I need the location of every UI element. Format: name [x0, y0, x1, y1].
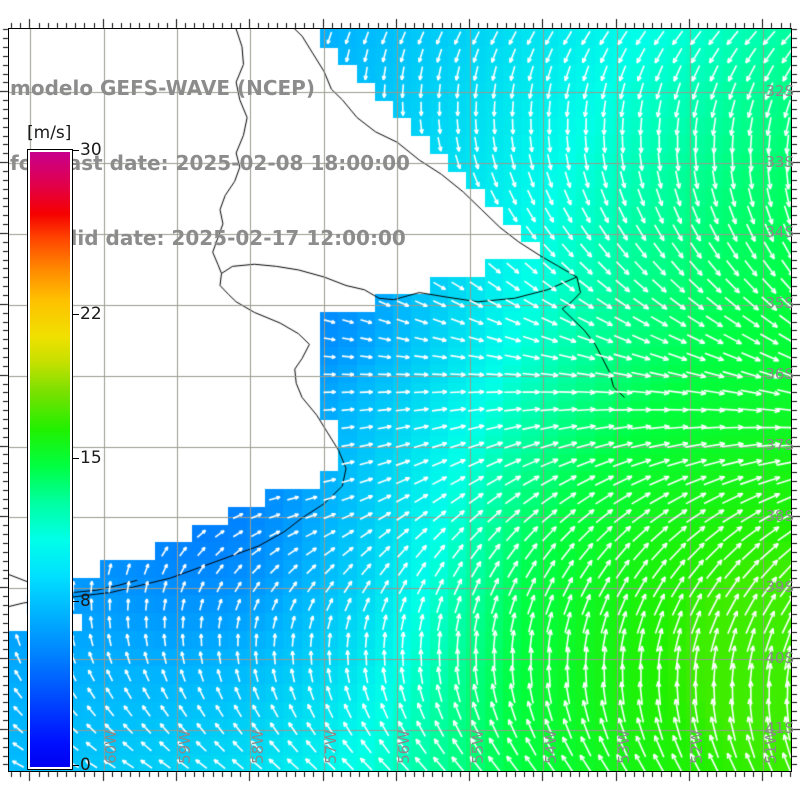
- colorbar-tick: [72, 457, 79, 459]
- latitude-label: 35S: [765, 294, 794, 313]
- latitude-label: 38S: [765, 506, 794, 525]
- latitude-label: 40S: [765, 648, 794, 667]
- colorbar-tick: [72, 150, 79, 151]
- colorbar-units-label: [m/s]: [27, 123, 72, 143]
- colorbar-tick-label: 30: [80, 140, 102, 160]
- longitude-label: 56W: [395, 730, 414, 764]
- latitude-label: 36S: [765, 365, 794, 384]
- longitude-label: 57W: [322, 730, 341, 764]
- latitude-label: 32S: [765, 81, 794, 100]
- wind-speed-colorbar: [m/s] 0 8 15 22 30: [27, 123, 102, 775]
- longitude-label: 59W: [175, 730, 194, 764]
- longitude-label: 58W: [248, 730, 267, 764]
- valid-date-line: valid date: 2025-02-17 12:00:00: [44, 226, 406, 250]
- colorbar-gradient: [27, 149, 73, 770]
- latitude-label: 37S: [765, 436, 794, 455]
- longitude-label: 55W: [468, 730, 487, 764]
- colorbar-tick-label: 8: [80, 591, 91, 611]
- colorbar-tick-label: 0: [80, 755, 91, 775]
- map-title-block: modelo GEFS-WAVE (NCEP) forecast date: 2…: [0, 26, 520, 301]
- latitude-label: 34S: [765, 223, 794, 242]
- colorbar-tick: [72, 314, 79, 315]
- colorbar-tick: [72, 601, 79, 602]
- colorbar-tick-label: 15: [80, 447, 102, 468]
- longitude-label: 51W: [761, 730, 780, 764]
- forecast-date-line: forecast date: 2025-02-08 18:00:00: [10, 151, 410, 175]
- longitude-label: 53W: [615, 730, 634, 764]
- latitude-label: 39S: [765, 577, 794, 596]
- longitude-label: 60W: [102, 730, 121, 764]
- colorbar-tick-label: 22: [80, 304, 102, 324]
- model-title: modelo GEFS-WAVE (NCEP): [10, 76, 315, 100]
- longitude-label: 54W: [541, 730, 560, 764]
- longitude-label: 52W: [688, 730, 707, 764]
- colorbar-tick: [72, 765, 79, 766]
- latitude-label: 33S: [765, 152, 794, 171]
